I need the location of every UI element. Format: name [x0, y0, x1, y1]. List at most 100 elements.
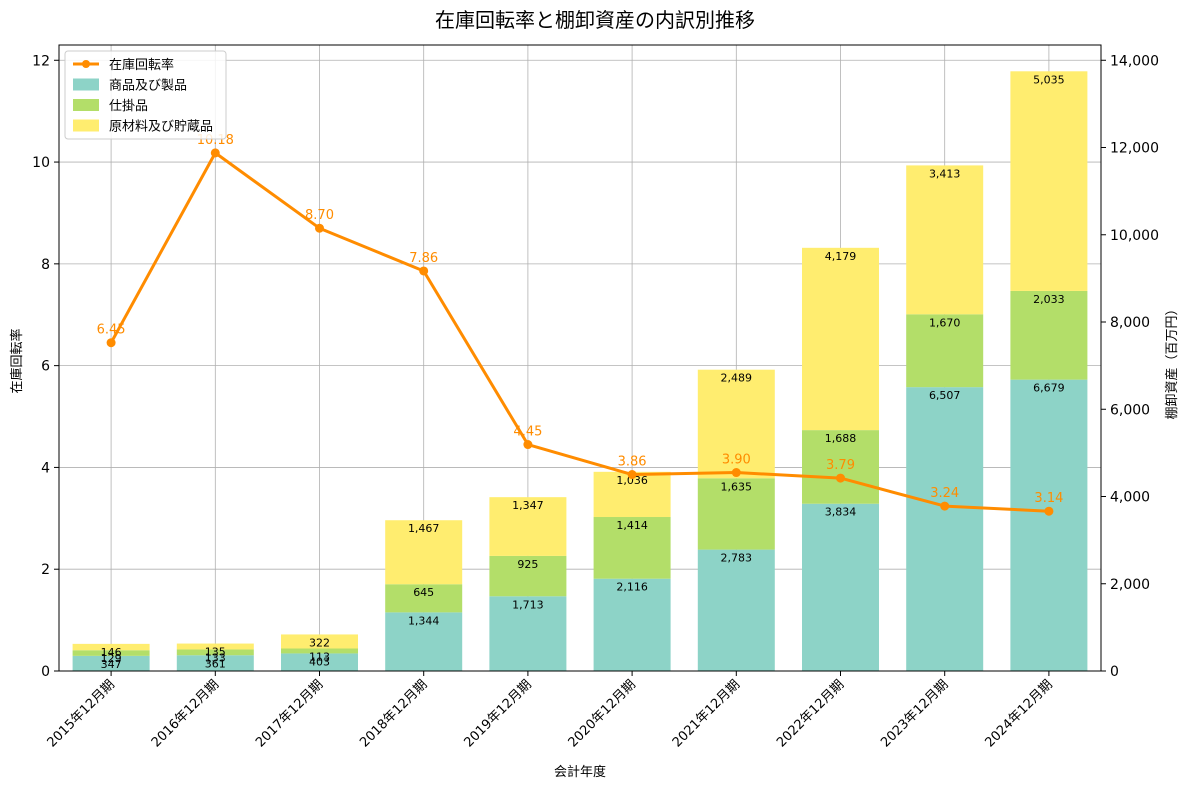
bar-data-label: 113: [309, 650, 330, 663]
bar-data-label: 1,713: [512, 598, 544, 611]
x-tick-label: 2020年12月期: [566, 677, 639, 750]
turnover-data-label: 8.70: [305, 208, 334, 223]
bar-segment: [489, 497, 567, 556]
turnover-point: [1044, 506, 1054, 516]
turnover-point: [315, 223, 324, 233]
bar-data-label: 3,834: [825, 506, 857, 519]
y-axis-label-right: 棚卸資産（百万円）: [1164, 302, 1180, 419]
bar-segment: [697, 549, 775, 671]
bar-data-label: 135: [205, 646, 226, 659]
bar-segment: [176, 649, 254, 656]
x-tick-label: 2021年12月期: [670, 677, 743, 750]
legend-label: 仕掛品: [109, 99, 148, 114]
legend-bar-swatch: [73, 99, 99, 111]
right-tick-label: 0: [1110, 664, 1119, 680]
legend-bar-swatch: [73, 119, 99, 132]
plot-frame: [58, 44, 1102, 672]
bar-data-label: 925: [517, 558, 538, 571]
bar-segment: [72, 650, 150, 656]
bar-data-label: 347: [101, 658, 122, 671]
left-tick-label: 0: [41, 664, 50, 680]
bar-segment: [489, 555, 567, 597]
bar-data-label: 1,347: [512, 499, 544, 512]
legend-line-marker: [82, 60, 90, 68]
bar-segment: [176, 655, 254, 671]
x-tick-label: 2019年12月期: [461, 677, 534, 750]
bar-data-label: 1,467: [408, 522, 440, 535]
right-tick-label: 4,000: [1110, 490, 1150, 506]
bar-data-label: 1,036: [616, 474, 648, 487]
turnover-point: [627, 470, 637, 480]
turnover-data-label: 3.90: [722, 453, 751, 468]
legend-label: 商品及び製品: [109, 79, 187, 94]
bar-data-label: 361: [205, 657, 226, 670]
bar-segment: [72, 655, 150, 671]
x-tick-label: 2023年12月期: [878, 677, 951, 750]
bar-data-label: 403: [309, 655, 330, 668]
bar-segment: [906, 387, 984, 671]
bar-segment: [385, 612, 463, 671]
bar-data-label: 322: [309, 636, 330, 649]
bar-data-label: 1,635: [721, 480, 753, 493]
bar-segment: [802, 430, 879, 504]
right-tick-label: 10,000: [1110, 228, 1159, 244]
left-tick-label: 12: [32, 53, 50, 69]
legend-label: 在庫回転率: [109, 57, 174, 73]
bar-segment: [1010, 379, 1088, 671]
x-tick-label: 2022年12月期: [774, 677, 847, 750]
x-axis-label: 会計年度: [554, 764, 606, 780]
turnover-data-label: 4.45: [513, 425, 542, 440]
bar-segment: [489, 596, 567, 671]
y-axis-label-left: 在庫回転率: [9, 328, 25, 393]
bar-segment: [906, 165, 984, 315]
turnover-point: [419, 266, 429, 276]
bars-layer: [72, 71, 1088, 671]
bar-data-label: 1,688: [825, 432, 857, 445]
bar-data-label: 3,413: [929, 167, 961, 180]
bar-segment: [802, 247, 879, 431]
bar-segment: [593, 517, 671, 579]
bar-data-label: 1,344: [408, 614, 440, 627]
bar-data-label: 133: [205, 651, 226, 664]
legend-label: 原材料及び貯蔵品: [109, 120, 213, 135]
bar-data-label: 4,179: [825, 250, 857, 263]
turnover-point: [731, 468, 741, 478]
bar-data-label: 2,033: [1033, 293, 1065, 306]
bar-segment: [385, 520, 463, 585]
bar-segment: [1010, 290, 1088, 380]
bar-segment: [385, 584, 463, 613]
bar-segment: [697, 369, 775, 479]
left-tick-label: 4: [41, 460, 50, 476]
left-tick-label: 10: [32, 155, 50, 171]
bar-segment: [281, 653, 358, 671]
turnover-point: [523, 440, 533, 450]
right-tick-label: 8,000: [1110, 315, 1150, 331]
left-tick-label: 2: [41, 562, 50, 578]
right-tick-label: 6,000: [1110, 402, 1150, 418]
bar-segment: [1010, 71, 1088, 291]
x-tick-label: 2018年12月期: [357, 677, 430, 750]
turnover-line: [109, 151, 1049, 513]
turnover-data-label: 3.86: [618, 455, 647, 470]
bar-segment: [697, 478, 775, 550]
turnover-data-label: 3.24: [930, 486, 959, 501]
turnover-point: [106, 338, 116, 348]
bar-data-label: 1,670: [929, 316, 961, 329]
bar-data-label: 2,783: [721, 552, 753, 565]
turnover-data-label: 3.79: [826, 458, 855, 473]
bar-data-label: 2,489: [721, 372, 753, 385]
turnover-data-label: 7.86: [409, 251, 438, 266]
bar-data-label: 6,679: [1033, 382, 1065, 395]
turnover-point: [210, 148, 220, 158]
chart-title: 在庫回転率と棚卸資産の内訳別推移: [435, 8, 755, 32]
x-tick-label: 2017年12月期: [253, 677, 326, 750]
bar-segment: [281, 648, 358, 654]
x-tick-label: 2015年12月期: [45, 677, 118, 750]
turnover-point: [940, 501, 950, 511]
left-tick-label: 6: [41, 359, 50, 375]
x-tick-label: 2024年12月期: [982, 677, 1055, 750]
